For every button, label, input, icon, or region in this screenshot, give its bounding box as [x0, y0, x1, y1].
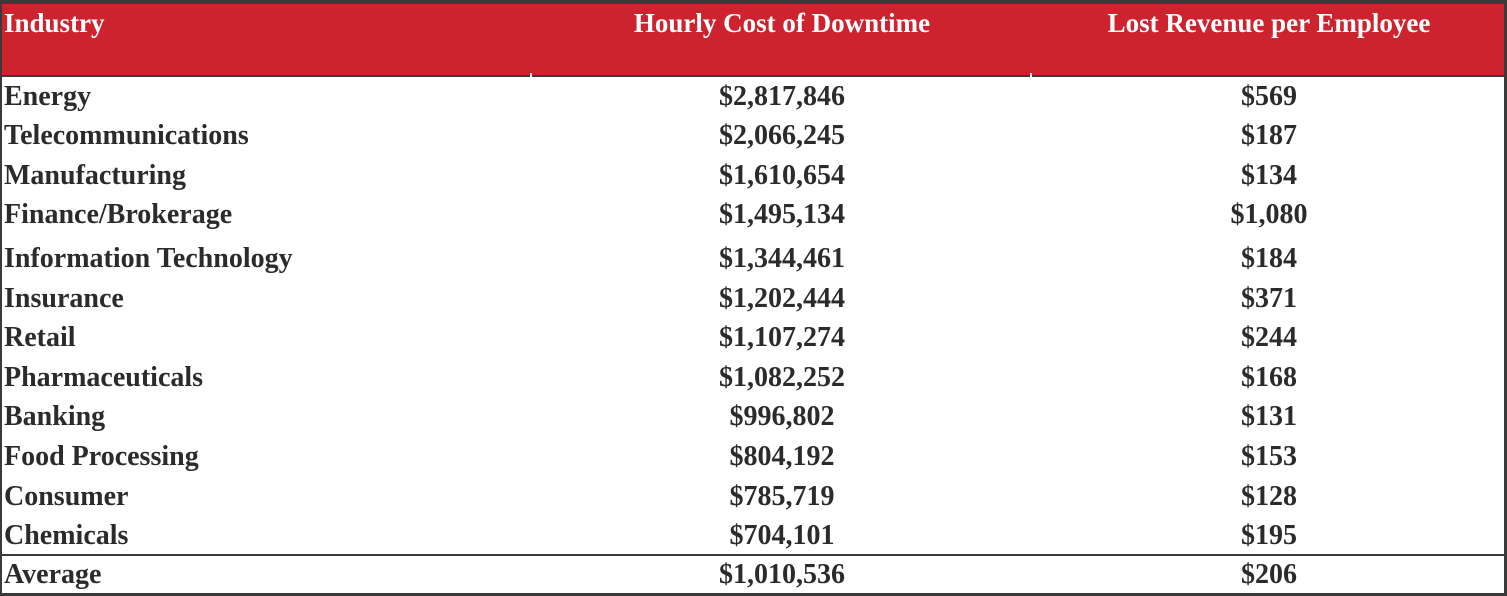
hourly-cost-cell: $785,719 — [729, 481, 835, 512]
table-row: Retail $1,107,274 $244 — [2, 318, 1504, 358]
hourly-cost-cell: $1,082,252 — [719, 362, 845, 393]
lost-revenue-cell: $134 — [1241, 160, 1297, 191]
hourly-cost-cell: $1,610,654 — [719, 160, 845, 191]
hourly-cost-cell: $2,817,846 — [719, 81, 845, 112]
table-row: Finance/Brokerage $1,495,134 $1,080 — [2, 195, 1504, 235]
table-row: Insurance $1,202,444 $371 — [2, 279, 1504, 319]
lost-revenue-cell: $569 — [1241, 81, 1297, 112]
industry-cell: Pharmaceuticals — [4, 362, 204, 393]
lost-revenue-cell: $244 — [1241, 322, 1297, 353]
lost-revenue-cell: $1,080 — [1230, 199, 1308, 230]
industry-cell: Food Processing — [4, 441, 199, 472]
table-row: Banking $996,802 $131 — [2, 397, 1504, 437]
average-hourly-cost: $1,010,536 — [719, 559, 845, 590]
header-lost-revenue: Lost Revenue per Employee — [1107, 8, 1431, 38]
table-row: Manufacturing $1,610,654 $134 — [2, 156, 1504, 196]
industry-cell: Chemicals — [4, 520, 129, 551]
average-row: Average $1,010,536 $206 — [2, 555, 1504, 595]
lost-revenue-cell: $131 — [1241, 401, 1297, 432]
average-divider — [2, 554, 1504, 556]
industry-cell: Consumer — [4, 481, 129, 512]
header-hourly-cost: Hourly Cost of Downtime — [633, 8, 931, 38]
industry-cell: Retail — [4, 322, 76, 353]
table-row: Pharmaceuticals $1,082,252 $168 — [2, 358, 1504, 398]
table-row: Energy $2,817,846 $569 — [2, 77, 1504, 117]
table-row: Chemicals $704,101 $195 — [2, 516, 1504, 556]
average-lost-revenue: $206 — [1241, 559, 1297, 590]
lost-revenue-cell: $128 — [1241, 481, 1297, 512]
hourly-cost-cell: $1,495,134 — [719, 199, 845, 230]
lost-revenue-cell: $184 — [1241, 243, 1297, 274]
header-separator — [530, 73, 532, 77]
table-row: Consumer $785,719 $128 — [2, 477, 1504, 517]
hourly-cost-cell: $1,107,274 — [719, 322, 845, 353]
table-row: Information Technology $1,344,461 $184 — [2, 239, 1504, 279]
industry-cell: Information Technology — [4, 243, 293, 274]
lost-revenue-cell: $371 — [1241, 283, 1297, 314]
industry-cell: Finance/Brokerage — [4, 199, 233, 230]
lost-revenue-cell: $195 — [1241, 520, 1297, 551]
hourly-cost-cell: $1,202,444 — [719, 283, 845, 314]
lost-revenue-cell: $153 — [1241, 441, 1297, 472]
lost-revenue-cell: $187 — [1241, 120, 1297, 151]
hourly-cost-cell: $804,192 — [729, 441, 835, 472]
industry-cell: Insurance — [4, 283, 124, 314]
hourly-cost-cell: $996,802 — [729, 401, 835, 432]
hourly-cost-cell: $1,344,461 — [719, 243, 845, 274]
header-separator — [1030, 73, 1032, 77]
industry-cell: Telecommunications — [4, 120, 249, 151]
hourly-cost-cell: $2,066,245 — [719, 120, 845, 151]
industry-cell: Energy — [4, 81, 92, 112]
industry-cell: Banking — [4, 401, 106, 432]
average-label: Average — [4, 559, 102, 590]
table-row: Telecommunications $2,066,245 $187 — [2, 116, 1504, 156]
table-header: Industry Hourly Cost of Downtime Lost Re… — [2, 4, 1504, 77]
header-industry: Industry — [4, 8, 105, 38]
hourly-cost-cell: $704,101 — [729, 520, 835, 551]
industry-cell: Manufacturing — [4, 160, 186, 191]
table-row: Food Processing $804,192 $153 — [2, 437, 1504, 477]
lost-revenue-cell: $168 — [1241, 362, 1297, 393]
